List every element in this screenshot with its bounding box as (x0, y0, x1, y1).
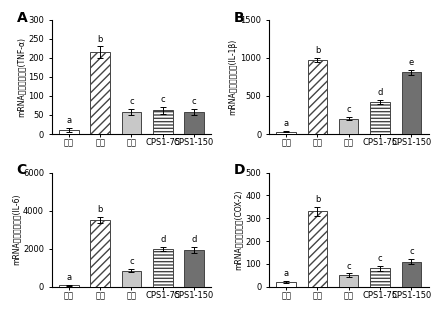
Bar (90, 52, 110, 134)
Text: b: b (315, 46, 320, 55)
Text: c: c (346, 262, 351, 271)
Text: C: C (16, 163, 27, 177)
Bar (153, 110, 172, 134)
Y-axis label: mRNA相对表达水平(IL-6): mRNA相对表达水平(IL-6) (11, 194, 20, 265)
Y-axis label: mRNA相对表达水平(IL-1β): mRNA相对表达水平(IL-1β) (229, 39, 237, 115)
Text: a: a (284, 119, 289, 128)
Bar (339, 275, 358, 287)
Bar (276, 282, 296, 287)
Text: c: c (129, 257, 134, 266)
Bar (122, 112, 141, 134)
Text: a: a (66, 116, 71, 125)
Bar (59, 285, 78, 287)
Bar (122, 271, 141, 287)
Bar (402, 262, 421, 287)
Bar (339, 119, 358, 134)
Text: a: a (66, 273, 71, 282)
Text: D: D (234, 163, 245, 177)
Bar (184, 250, 204, 287)
Text: e: e (409, 58, 414, 67)
Text: c: c (129, 97, 134, 106)
Bar (402, 72, 421, 134)
Bar (59, 130, 78, 134)
Bar (308, 211, 327, 287)
Text: a: a (284, 269, 289, 278)
Y-axis label: mRNA相对表达水平(TNF-α): mRNA相对表达水平(TNF-α) (16, 37, 25, 117)
Text: b: b (97, 35, 103, 44)
Y-axis label: mRNA相对表达水平(COX-2): mRNA相对表达水平(COX-2) (233, 189, 243, 270)
Bar (370, 268, 390, 287)
Text: A: A (16, 11, 27, 25)
Text: c: c (409, 247, 414, 256)
Text: d: d (191, 235, 197, 244)
Text: B: B (234, 11, 245, 25)
Text: d: d (160, 235, 166, 244)
Text: b: b (97, 205, 103, 214)
Text: c: c (378, 254, 382, 263)
Bar (184, 112, 204, 134)
Bar (153, 249, 172, 287)
Bar (90, 220, 110, 287)
Text: d: d (377, 88, 383, 97)
Text: b: b (315, 195, 320, 204)
Text: c: c (346, 105, 351, 114)
Bar (308, 60, 327, 134)
Text: c: c (160, 95, 165, 104)
Bar (276, 132, 296, 134)
Bar (370, 102, 390, 134)
Text: c: c (192, 97, 196, 106)
